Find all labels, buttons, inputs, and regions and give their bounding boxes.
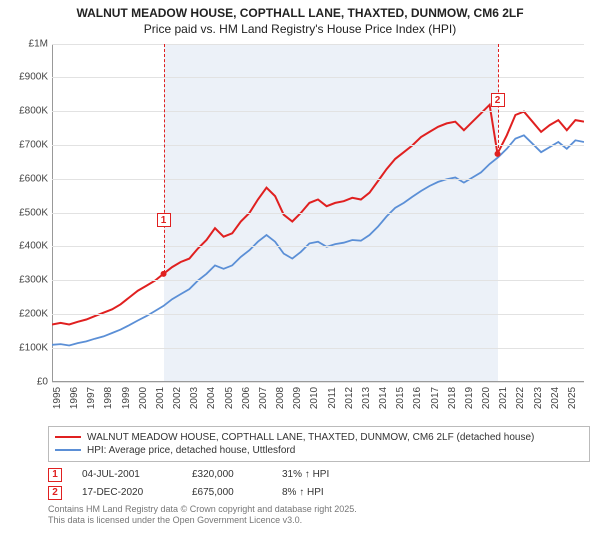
x-tick-label: 2001 bbox=[155, 386, 166, 408]
chart-container: WALNUT MEADOW HOUSE, COPTHALL LANE, THAX… bbox=[0, 0, 600, 560]
x-tick-label: 2022 bbox=[515, 386, 526, 408]
sales-row-price: £675,000 bbox=[192, 487, 262, 498]
plot-area: 12 bbox=[52, 44, 584, 382]
sale-marker-line bbox=[164, 44, 165, 274]
y-gridline bbox=[52, 314, 584, 315]
sale-marker-box: 2 bbox=[491, 93, 505, 107]
x-tick-label: 2003 bbox=[189, 386, 200, 408]
x-tick-label: 2006 bbox=[241, 386, 252, 408]
y-gridline bbox=[52, 213, 584, 214]
x-tick-label: 2020 bbox=[481, 386, 492, 408]
attribution-footer: Contains HM Land Registry data © Crown c… bbox=[48, 504, 590, 527]
x-tick-label: 2019 bbox=[464, 386, 475, 408]
x-tick-label: 1997 bbox=[86, 386, 97, 408]
legend-item: WALNUT MEADOW HOUSE, COPTHALL LANE, THAX… bbox=[55, 431, 583, 444]
sales-row-marker: 1 bbox=[48, 468, 62, 482]
y-gridline bbox=[52, 179, 584, 180]
y-tick-label: £900K bbox=[19, 72, 48, 83]
x-tick-label: 2008 bbox=[275, 386, 286, 408]
x-tick-label: 1998 bbox=[103, 386, 114, 408]
legend: WALNUT MEADOW HOUSE, COPTHALL LANE, THAX… bbox=[48, 426, 590, 462]
x-tick-label: 2004 bbox=[206, 386, 217, 408]
y-tick-label: £300K bbox=[19, 275, 48, 286]
y-gridline bbox=[52, 348, 584, 349]
x-tick-label: 1999 bbox=[121, 386, 132, 408]
sales-row-price: £320,000 bbox=[192, 469, 262, 480]
y-gridline bbox=[52, 246, 584, 247]
y-gridline bbox=[52, 111, 584, 112]
sales-row-marker: 2 bbox=[48, 486, 62, 500]
footer-line1: Contains HM Land Registry data © Crown c… bbox=[48, 504, 590, 515]
x-tick-label: 2025 bbox=[567, 386, 578, 408]
x-tick-label: 2017 bbox=[430, 386, 441, 408]
x-tick-label: 2015 bbox=[395, 386, 406, 408]
x-tick-label: 2002 bbox=[172, 386, 183, 408]
legend-swatch bbox=[55, 449, 81, 451]
y-gridline bbox=[52, 77, 584, 78]
y-tick-label: £1M bbox=[29, 38, 48, 49]
y-gridline bbox=[52, 280, 584, 281]
x-tick-label: 2018 bbox=[447, 386, 458, 408]
y-tick-label: £400K bbox=[19, 241, 48, 252]
y-tick-label: £500K bbox=[19, 207, 48, 218]
y-gridline bbox=[52, 44, 584, 45]
sales-row-date: 04-JUL-2001 bbox=[82, 469, 172, 480]
x-tick-label: 2012 bbox=[344, 386, 355, 408]
legend-label: HPI: Average price, detached house, Uttl… bbox=[87, 445, 295, 456]
sales-row: 1 04-JUL-2001 £320,000 31% ↑ HPI bbox=[48, 466, 590, 484]
x-tick-label: 2024 bbox=[550, 386, 561, 408]
chart-title-line2: Price paid vs. HM Land Registry's House … bbox=[0, 22, 600, 40]
legend-label: WALNUT MEADOW HOUSE, COPTHALL LANE, THAX… bbox=[87, 432, 534, 443]
x-tick-label: 2009 bbox=[292, 386, 303, 408]
sales-row-delta: 8% ↑ HPI bbox=[282, 487, 362, 498]
legend-item: HPI: Average price, detached house, Uttl… bbox=[55, 444, 583, 457]
x-tick-label: 2013 bbox=[361, 386, 372, 408]
chart-area: £0 £100K £200K £300K £400K £500K £600K £700K £80… bbox=[10, 40, 590, 420]
x-tick-label: 2007 bbox=[258, 386, 269, 408]
footer-line2: This data is licensed under the Open Gov… bbox=[48, 515, 590, 526]
x-tick-label: 2010 bbox=[309, 386, 320, 408]
x-tick-label: 1996 bbox=[69, 386, 80, 408]
sales-row-delta: 31% ↑ HPI bbox=[282, 469, 362, 480]
y-tick-label: £100K bbox=[19, 342, 48, 353]
y-gridline bbox=[52, 145, 584, 146]
series-line bbox=[52, 104, 584, 324]
chart-title-line1: WALNUT MEADOW HOUSE, COPTHALL LANE, THAX… bbox=[0, 0, 600, 22]
x-tick-label: 2021 bbox=[498, 386, 509, 408]
y-axis: £0£100K£200K£300K£400K£500K£600K£700K£80… bbox=[10, 44, 52, 382]
x-tick-label: 2005 bbox=[224, 386, 235, 408]
x-tick-label: 2016 bbox=[412, 386, 423, 408]
sales-row: 2 17-DEC-2020 £675,000 8% ↑ HPI bbox=[48, 484, 590, 502]
y-tick-label: £0 bbox=[37, 376, 48, 387]
sale-marker-box: 1 bbox=[157, 213, 171, 227]
x-tick-label: 1995 bbox=[52, 386, 63, 408]
x-axis: 1995 1996 1997 1998 1999 2000 2001 2002 2003 2004… bbox=[52, 382, 584, 412]
x-tick-label: 2011 bbox=[327, 387, 338, 409]
y-tick-label: £800K bbox=[19, 106, 48, 117]
y-tick-label: £700K bbox=[19, 139, 48, 150]
x-tick-label: 2000 bbox=[138, 386, 149, 408]
x-tick-label: 2014 bbox=[378, 386, 389, 408]
y-tick-label: £600K bbox=[19, 173, 48, 184]
sales-table: 1 04-JUL-2001 £320,000 31% ↑ HPI 2 17-DEC-202… bbox=[48, 466, 590, 502]
sales-row-date: 17-DEC-2020 bbox=[82, 487, 172, 498]
x-tick-label: 2023 bbox=[533, 386, 544, 408]
legend-swatch bbox=[55, 436, 81, 438]
y-tick-label: £200K bbox=[19, 308, 48, 319]
